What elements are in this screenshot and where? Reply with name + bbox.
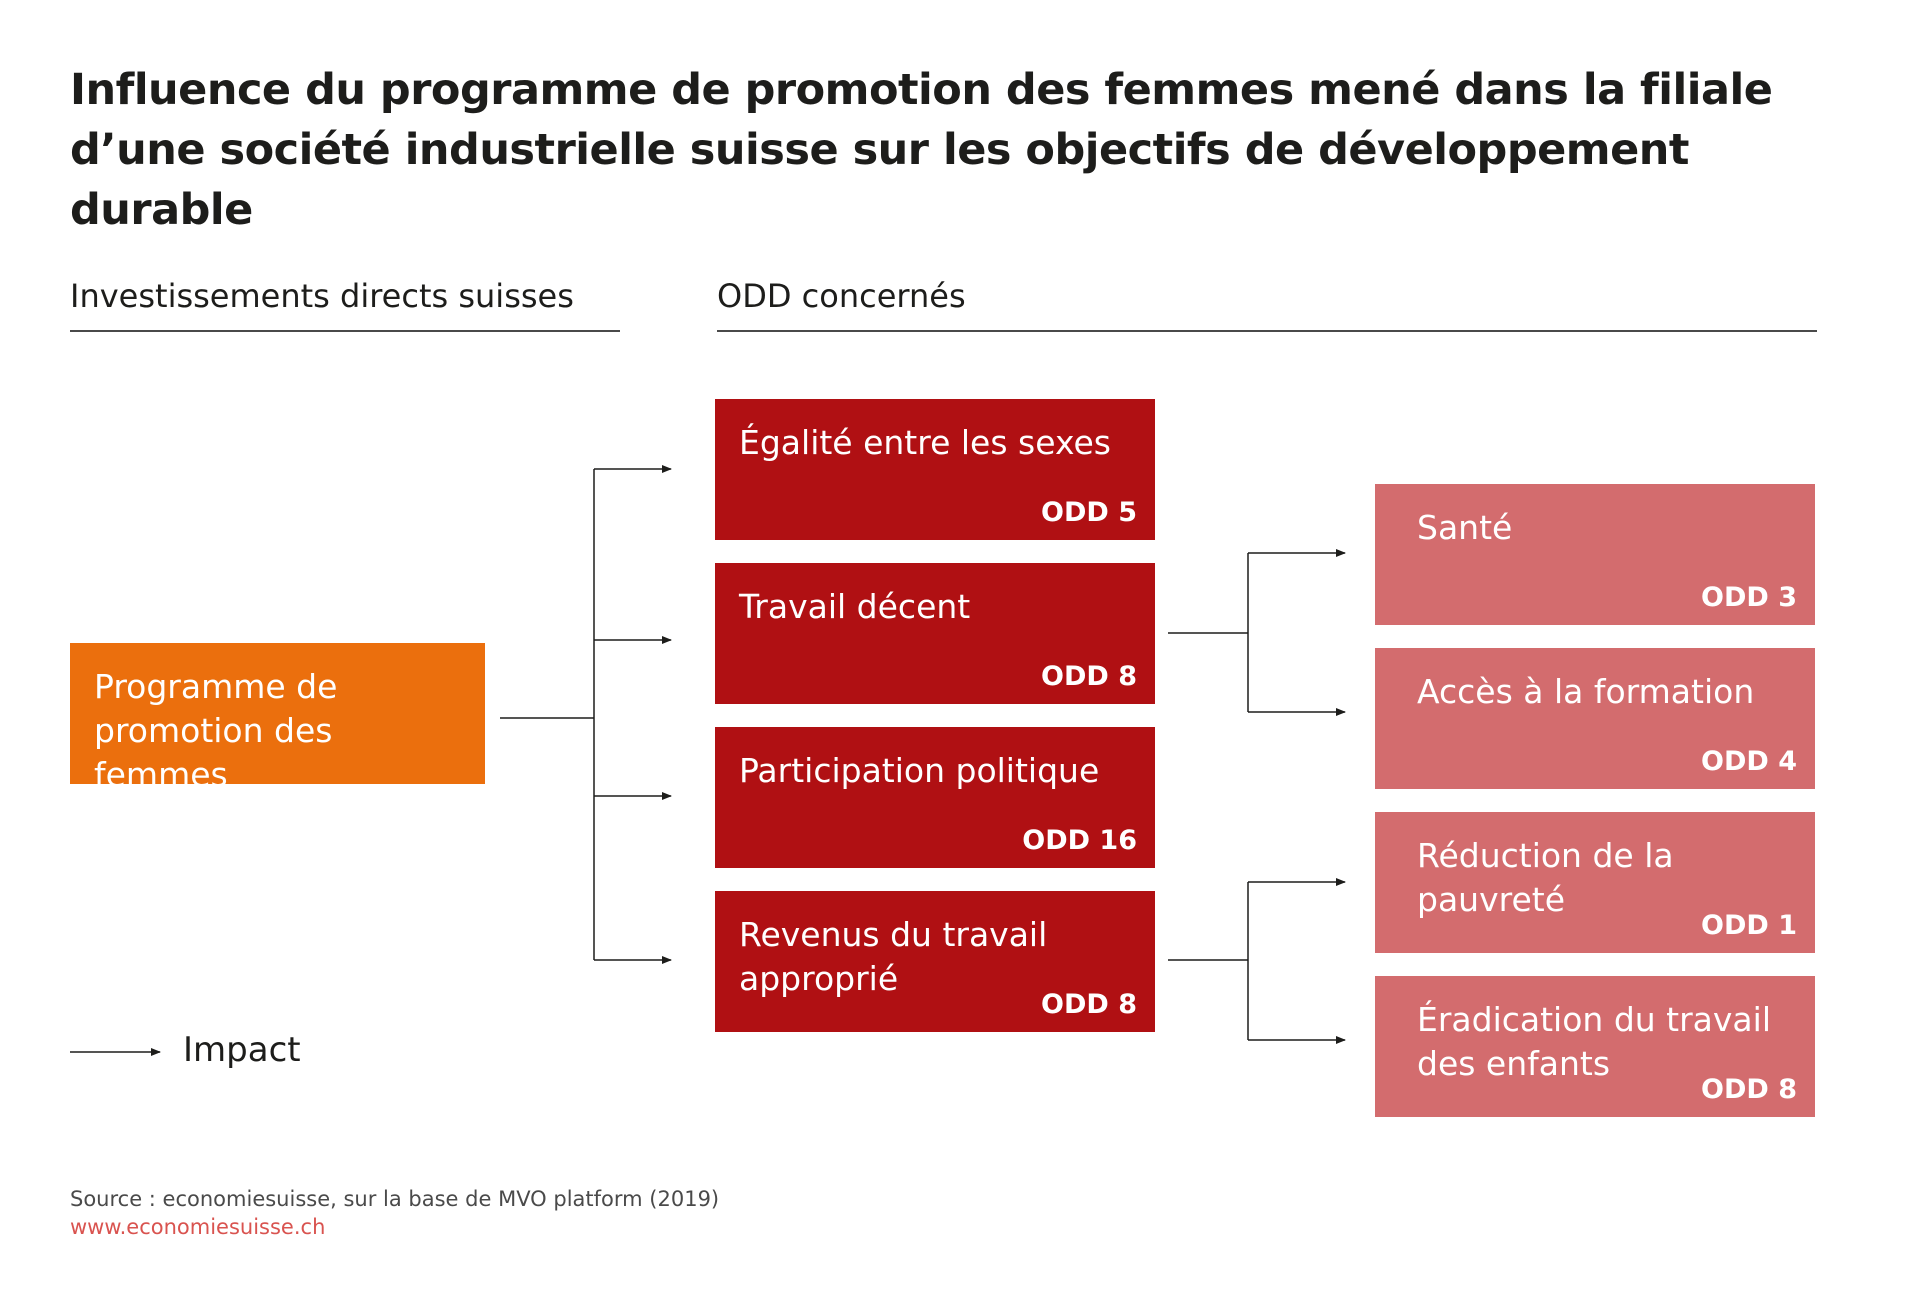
secondary-box-label-line-1: Réduction de la <box>1417 836 1674 875</box>
title-line-1: Influence du programme de promotion des … <box>70 65 1773 115</box>
secondary-box-label-line-2: des enfants <box>1417 1044 1611 1083</box>
odd-badge: ODD 8 <box>1041 661 1137 692</box>
source-box-label-line-1: Programme de <box>94 667 338 706</box>
primary-box-label-line-1: Travail décent <box>739 587 971 626</box>
secondary-box-label: Accès à la formation <box>1417 670 1795 714</box>
odd-badge: ODD 8 <box>1701 1074 1797 1105</box>
source-link[interactable]: www.economiesuisse.ch <box>70 1215 326 1239</box>
secondary-box-label: Éradication du travail des enfants <box>1417 998 1795 1086</box>
primary-box-label: Égalité entre les sexes <box>739 421 1135 465</box>
secondary-box-formation: Accès à la formation ODD 4 <box>1375 648 1815 789</box>
secondary-box-pauvrete: Réduction de la pauvreté ODD 1 <box>1375 812 1815 953</box>
primary-box-label: Travail décent <box>739 585 1135 629</box>
secondary-box-sante: Santé ODD 3 <box>1375 484 1815 625</box>
primary-box-label-line-1: Participation politique <box>739 751 1100 790</box>
odd-badge: ODD 1 <box>1701 910 1797 941</box>
primary-box-travail-decent: Travail décent ODD 8 <box>715 563 1155 704</box>
odd-badge: ODD 5 <box>1041 497 1137 528</box>
column-rule-right <box>717 330 1817 332</box>
odd-badge: ODD 4 <box>1701 746 1797 777</box>
primary-box-egalite: Égalité entre les sexes ODD 5 <box>715 399 1155 540</box>
secondary-box-label-line-1: Accès à la formation <box>1417 672 1755 711</box>
odd-badge: ODD 8 <box>1041 989 1137 1020</box>
primary-box-participation: Participation politique ODD 16 <box>715 727 1155 868</box>
secondary-box-label: Santé <box>1417 506 1795 550</box>
secondary-box-label-line-2: pauvreté <box>1417 880 1566 919</box>
primary-box-label-line-1: Égalité entre les sexes <box>739 423 1111 462</box>
source-note: Source : economiesuisse, sur la base de … <box>70 1187 720 1211</box>
source-box-label-line-2: promotion des femmes <box>94 711 333 794</box>
chart-title: Influence du programme de promotion des … <box>70 60 1850 240</box>
source-box-programme: Programme de promotion des femmes <box>70 643 485 794</box>
secondary-box-label: Réduction de la pauvreté <box>1417 834 1795 922</box>
primary-box-label-line-1: Revenus du travail <box>739 915 1048 954</box>
legend-label: Impact <box>183 1030 301 1070</box>
title-line-2: d’une société industrielle suisse sur le… <box>70 125 1689 235</box>
column-heading-sdg: ODD concernés <box>717 277 966 315</box>
secondary-box-label-line-1: Santé <box>1417 508 1513 547</box>
primary-box-label-line-2: approprié <box>739 959 899 998</box>
secondary-box-label-line-1: Éradication du travail <box>1417 1000 1771 1039</box>
secondary-box-travail-enfants: Éradication du travail des enfants ODD 8 <box>1375 976 1815 1117</box>
column-heading-investments: Investissements directs suisses <box>70 277 574 315</box>
primary-box-label: Revenus du travail approprié <box>739 913 1135 1001</box>
primary-box-revenus: Revenus du travail approprié ODD 8 <box>715 891 1155 1032</box>
primary-box-label: Participation politique <box>739 749 1135 793</box>
odd-badge: ODD 3 <box>1701 582 1797 613</box>
source-box-label: Programme de promotion des femmes <box>94 665 465 797</box>
odd-badge: ODD 16 <box>1022 825 1137 856</box>
column-rule-left <box>70 330 620 332</box>
